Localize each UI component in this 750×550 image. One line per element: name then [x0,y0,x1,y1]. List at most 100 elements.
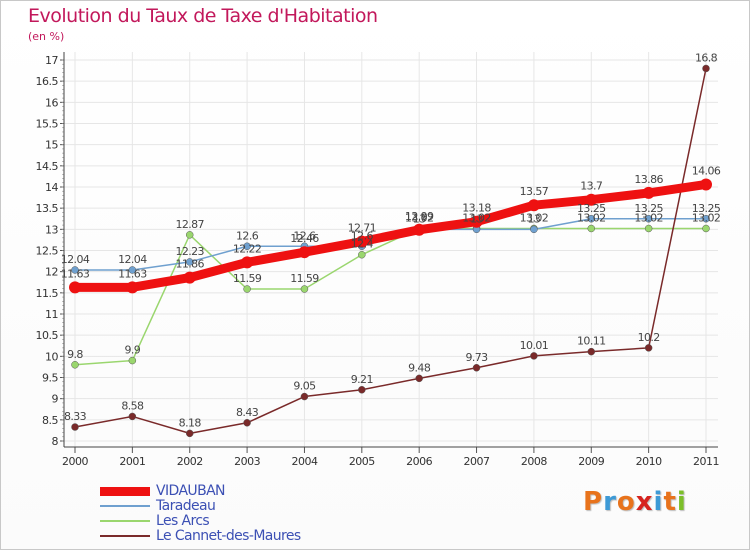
data-label-le-cannet: 16.8 [695,51,718,64]
data-label-taradeau: 13.25 [634,202,663,215]
legend-swatch [100,535,150,537]
data-point-taradeau [644,215,653,223]
data-label-le-cannet: 8.43 [236,406,259,419]
data-point-les-arcs [243,285,251,293]
y-tick-label: 9.5 [42,372,58,385]
data-label-taradeau: 13 [528,212,541,225]
data-point-taradeau [128,266,137,274]
y-tick-label: 17 [45,54,58,67]
data-label-taradeau: 13 [470,212,483,225]
data-label-le-cannet: 9.21 [351,373,373,386]
legend-item: Taradeau [100,498,360,514]
x-tick-label: 2005 [349,455,375,468]
x-tick-label: 2004 [291,455,317,468]
x-tick-label: 2001 [119,455,145,468]
data-point-vidauban [69,281,81,294]
data-label-les-arcs: 13.02 [520,211,549,224]
y-tick-label: 8.5 [42,414,58,427]
data-point-taradeau [71,266,79,274]
x-tick-label: 2010 [636,455,662,468]
y-tick-label: 12.5 [36,245,59,258]
data-point-le-cannet [530,352,538,360]
data-label-les-arcs: 13.02 [577,211,606,224]
y-tick-label: 14.5 [36,160,59,173]
data-point-les-arcs [702,224,710,233]
data-label-les-arcs: 13.02 [405,211,434,224]
data-label-taradeau: 12.23 [175,245,204,258]
legend-swatch [100,505,150,507]
data-point-les-arcs [300,285,309,293]
legend-item: VIDAUBAN [100,483,360,499]
data-point-taradeau [587,215,596,223]
data-label-les-arcs: 13.02 [692,211,721,224]
y-tick-label: 15.5 [36,118,59,131]
data-point-le-cannet [243,419,251,427]
x-tick-label: 2008 [521,455,547,468]
data-label-vidauban: 13.57 [520,185,549,198]
data-point-taradeau [243,242,251,251]
y-tick-label: 15 [45,139,58,152]
data-point-vidauban [241,256,254,269]
data-label-le-cannet: 8.58 [121,399,144,412]
x-tick-label: 2003 [234,455,260,468]
data-label-le-cannet: 10.2 [638,331,660,344]
data-point-vidauban [527,199,540,212]
y-tick-label: 10.5 [36,329,59,342]
data-label-les-arcs: 9.8 [67,348,83,361]
data-label-le-cannet: 10.01 [520,339,549,352]
legend-label: Taradeau [156,498,216,514]
data-label-les-arcs: 11.59 [233,272,262,285]
data-label-taradeau: 13.25 [692,202,721,215]
data-point-le-cannet [358,386,366,394]
series-line-les-arcs [74,227,707,366]
data-point-vidauban [355,235,368,248]
logo-letter: P [583,487,604,517]
data-label-taradeau: 13 [413,212,426,225]
data-point-le-cannet [644,344,653,352]
data-label-vidauban: 13.18 [462,202,491,215]
data-label-taradeau: 12.04 [118,253,147,266]
data-point-les-arcs [185,231,194,239]
data-label-taradeau: 12.6 [351,229,374,242]
data-label-les-arcs: 9.9 [125,344,141,357]
logo-letter: o [616,487,636,517]
data-label-vidauban: 11.86 [175,258,204,271]
logo-letter: r [603,487,617,517]
data-point-les-arcs [587,224,596,233]
data-label-les-arcs: 11.59 [290,272,319,285]
data-point-les-arcs [128,356,137,365]
logo-letter: t [663,487,677,517]
y-tick-label: 14 [45,181,58,194]
y-tick-label: 16 [45,96,58,109]
data-label-vidauban: 12.22 [233,242,262,255]
data-label-le-cannet: 9.73 [465,351,488,364]
data-label-le-cannet: 9.48 [408,361,431,374]
y-tick-label: 11 [45,308,58,321]
y-tick-label: 8 [52,435,59,448]
data-label-vidauban: 12.46 [290,232,319,245]
data-point-le-cannet [185,429,194,438]
data-label-vidauban: 12.99 [405,210,434,223]
data-point-le-cannet [472,364,481,372]
data-label-vidauban: 13.7 [580,180,603,193]
data-label-vidauban: 11.63 [118,267,147,280]
data-point-les-arcs [71,361,79,369]
data-label-le-cannet: 10.11 [577,335,606,348]
data-point-le-cannet [300,392,309,401]
y-tick-label: 10 [45,350,58,363]
data-point-taradeau [185,258,194,266]
data-label-les-arcs: 12.4 [351,238,374,251]
data-point-vidauban [413,223,426,236]
data-label-les-arcs: 13.02 [462,211,491,224]
legend-swatch [100,486,150,496]
data-label-taradeau: 12.6 [293,229,316,242]
series-line-le-cannet [74,67,707,435]
series-line-taradeau [74,218,707,271]
x-tick-label: 2002 [177,455,203,468]
y-tick-label: 16.5 [36,75,59,88]
x-tick-label: 2007 [464,455,490,468]
data-point-taradeau [702,215,710,223]
data-point-vidauban [470,215,483,228]
